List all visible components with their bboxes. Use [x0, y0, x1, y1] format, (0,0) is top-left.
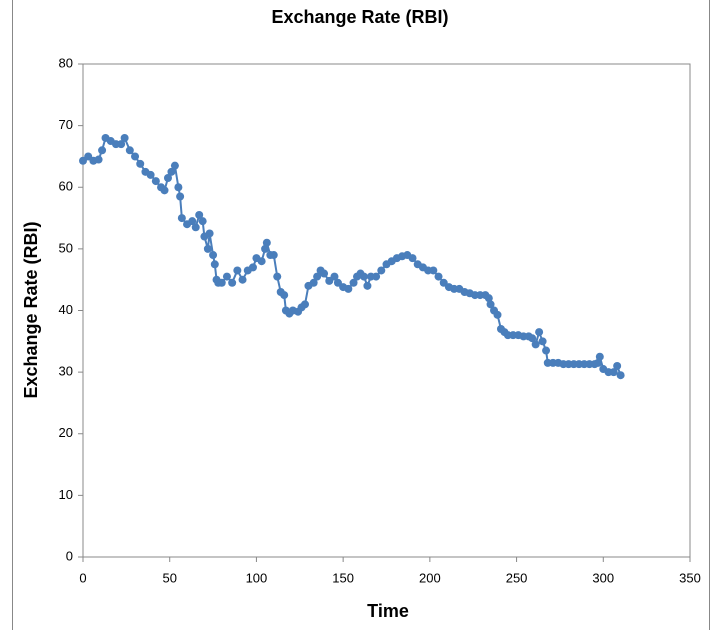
x-tick-label: 150 [332, 570, 354, 585]
data-point [528, 334, 537, 343]
data-point [170, 161, 179, 170]
data-point [377, 266, 386, 275]
data-point [203, 244, 212, 253]
x-tick-label: 250 [506, 570, 528, 585]
y-tick-label: 40 [59, 302, 73, 317]
data-point [174, 183, 183, 192]
data-point [238, 275, 247, 284]
data-point [616, 371, 625, 380]
data-point [434, 272, 443, 281]
data-point [313, 272, 322, 281]
data-point [160, 186, 169, 195]
data-point [222, 272, 231, 281]
data-point [595, 352, 604, 361]
data-point [538, 337, 547, 346]
data-point [484, 294, 493, 303]
x-tick-label: 0 [79, 570, 86, 585]
data-point [363, 281, 372, 290]
data-point [195, 210, 204, 219]
data-point [176, 192, 185, 201]
data-point [125, 146, 134, 155]
data-point [280, 291, 289, 300]
data-point [257, 257, 266, 266]
data-point [191, 223, 200, 232]
y-tick-label: 20 [59, 425, 73, 440]
y-tick-label: 60 [59, 179, 73, 194]
x-tick-label: 200 [419, 570, 441, 585]
data-point [300, 300, 309, 309]
data-point [408, 254, 417, 263]
data-point [349, 278, 358, 287]
data-point [372, 272, 381, 281]
data-point [359, 272, 368, 281]
data-point [248, 263, 257, 272]
data-point [233, 266, 242, 275]
data-point [188, 217, 197, 226]
data-point [228, 278, 237, 287]
data-point [542, 346, 551, 355]
data-point [273, 272, 282, 281]
y-tick-label: 70 [59, 117, 73, 132]
data-point [535, 328, 544, 337]
data-point [269, 251, 278, 260]
x-tick-label: 300 [592, 570, 614, 585]
data-point [205, 229, 214, 238]
data-point [167, 167, 176, 176]
data-point [131, 152, 140, 161]
data-point [98, 146, 107, 155]
data-point [531, 340, 540, 349]
x-tick-label: 100 [246, 570, 268, 585]
chart-title: Exchange Rate (RBI) [271, 7, 448, 27]
data-point [609, 368, 618, 377]
data-point [94, 155, 103, 164]
data-point [330, 272, 339, 281]
data-point [486, 300, 495, 309]
data-point [613, 361, 622, 370]
data-point [493, 310, 502, 319]
data-point [146, 170, 155, 179]
data-point [309, 278, 318, 287]
data-point [120, 133, 129, 142]
y-tick-label: 50 [59, 240, 73, 255]
data-point [594, 358, 603, 367]
data-point [177, 214, 186, 223]
data-point [209, 251, 218, 260]
frame [12, 0, 710, 630]
data-point [217, 278, 226, 287]
y-axis-title: Exchange Rate (RBI) [21, 221, 41, 398]
data-point [163, 174, 172, 183]
data-point [262, 238, 271, 247]
data-point [261, 244, 270, 253]
data-point [117, 140, 126, 149]
x-tick-label: 50 [162, 570, 176, 585]
data-point [429, 266, 438, 275]
data-point [136, 159, 145, 168]
data-point [320, 269, 329, 278]
x-tick-label: 350 [679, 570, 701, 585]
data-point [210, 260, 219, 269]
data-point [151, 177, 160, 186]
y-tick-label: 10 [59, 487, 73, 502]
y-tick-label: 80 [59, 55, 73, 70]
data-point [198, 217, 207, 226]
plot-area [82, 63, 691, 558]
data-point [344, 284, 353, 293]
x-axis-title: Time [367, 601, 409, 621]
y-tick-label: 0 [66, 548, 73, 563]
y-tick-label: 30 [59, 364, 73, 379]
